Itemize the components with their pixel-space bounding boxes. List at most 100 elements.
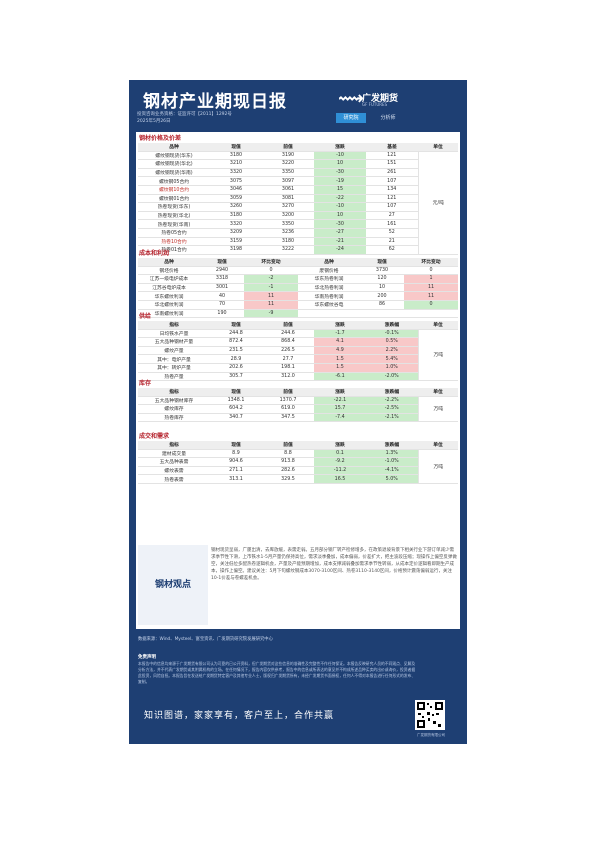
row-name: 华东热卷利润 — [298, 274, 360, 284]
change-value: -27 — [314, 228, 366, 238]
basis-value: 261 — [366, 168, 418, 178]
previous-value: 8.8 — [262, 449, 314, 459]
report-date: 2025年5月26日 — [137, 119, 171, 124]
content-panel: 钢材价格及价差 品种 现值 前值 涨跌 基差 单位 螺纹钢现货(华东) 3180 3190 -10… — [136, 132, 460, 629]
column-header: 品种 — [298, 258, 360, 267]
current-value: 3260 — [210, 202, 262, 212]
inventory-section: 库存 指标 现值 前值 涨跌 涨跌幅 单位 五大品种钢材库存 1348.1 1370.7 -22.… — [138, 379, 458, 423]
change-value: 1 — [404, 274, 458, 284]
current-value: 200 — [360, 291, 404, 301]
row-name: 日均铁水产量 — [138, 329, 210, 339]
row-name: 五大品种钢材产量 — [138, 337, 210, 347]
table-row: 江苏谷电炉成本 3001 -1 华北热卷利润 10 11 — [138, 283, 458, 293]
change-value: 4.9 — [314, 346, 366, 356]
row-name: 螺纹库存 — [138, 404, 210, 414]
current-value: 305.7 — [210, 372, 262, 382]
change-percent: -2.5% — [366, 404, 418, 414]
row-name: 钢坯价格 — [138, 266, 200, 276]
change-percent: -2.0% — [366, 372, 418, 382]
basis-value: 121 — [366, 194, 418, 204]
unit-cell: 万吨 — [417, 449, 458, 484]
row-name: 螺纹钢现货(华北) — [138, 159, 210, 169]
table-row: 其中：转炉产量 202.6 198.1 1.5 1.0% — [138, 363, 458, 373]
current-value: 3198 — [210, 245, 262, 255]
current-value: 1348.1 — [210, 396, 262, 406]
change-percent: 1.3% — [366, 449, 418, 459]
row-name: 华南螺纹利润 — [138, 309, 200, 319]
basis-value: 134 — [366, 185, 418, 195]
current-value: 202.6 — [210, 363, 262, 373]
column-header: 涨跌 — [314, 441, 366, 450]
row-name: 其中：转炉产量 — [138, 363, 210, 373]
table-row: 热卷05合约 3209 3236 -27 52 — [138, 228, 458, 238]
current-value: 3075 — [210, 176, 262, 186]
slogan: 知识图谱，家家享有，客户至上，合作共赢 — [144, 711, 335, 721]
table-row: 五大品种钢材库存 1348.1 1370.7 -22.1 -2.2% 万吨 — [138, 396, 458, 423]
column-header: 现值 — [210, 441, 262, 450]
table-row: 日均铁水产量 244.8 244.6 -1.7 -0.1% 万吨 — [138, 329, 458, 382]
table-row: 螺纹产量 231.5 226.5 4.9 2.2% — [138, 346, 458, 356]
change-value: -30 — [314, 219, 366, 229]
change-value: 15.7 — [314, 404, 366, 414]
change-percent: 1.0% — [366, 363, 418, 373]
change-value: -9 — [244, 309, 298, 319]
column-header: 指标 — [138, 388, 210, 397]
header-row: 指标 现值 前值 涨跌 涨跌幅 单位 — [138, 441, 458, 450]
change-value: -22 — [314, 194, 366, 204]
change-percent: 5.0% — [366, 474, 418, 484]
report-header: 钢材产业期现日报 投资咨询业务资格：证监许可【2011】1292号 2025年5… — [129, 80, 467, 128]
row-name: 热卷产量 — [138, 372, 210, 382]
change-value: 0.1 — [314, 449, 366, 459]
table-row: 螺纹钢现货(华南) 3320 3350 -30 261 — [138, 168, 458, 178]
table-row: 热卷现货(华东) 3260 3270 -10 107 — [138, 202, 458, 212]
column-header: 现值 — [200, 258, 244, 267]
table-row: 螺纹钢现货(华东) 3180 3190 -10 121 元/吨 — [138, 151, 458, 255]
change-value: 0 — [244, 266, 298, 276]
table-row: 华南螺纹利润 190 -9 — [138, 309, 458, 319]
previous-value: 3220 — [262, 159, 314, 169]
price-section: 钢材价格及价差 品种 现值 前值 涨跌 基差 单位 螺纹钢现货(华东) 3180 3190 -10… — [138, 134, 458, 255]
copyright: 广发期货有限公司 — [417, 733, 445, 737]
column-header: 现值 — [210, 321, 262, 330]
column-header: 涨跌 — [314, 321, 366, 330]
change-value: 10 — [314, 159, 366, 169]
previous-value: 3200 — [262, 211, 314, 221]
demand-heading: 成交和需求 — [139, 433, 170, 440]
previous-value: 3097 — [262, 176, 314, 186]
column-header: 前值 — [262, 388, 314, 397]
table-row: 热卷产量 305.7 312.0 -6.1 -2.0% — [138, 372, 458, 382]
previous-value: 312.0 — [262, 372, 314, 382]
unit-cell: 万吨 — [417, 396, 458, 423]
previous-value: 329.5 — [262, 474, 314, 484]
opinion-block: 钢材观点 钢材现货呈弱，广厦出清，去库放缓，表需走弱。五月部分钢厂转产检修增多，… — [138, 545, 458, 625]
current-value: 10 — [360, 283, 404, 293]
inventory-heading: 库存 — [139, 380, 152, 387]
change-value: 4.1 — [314, 337, 366, 347]
disclaimer-text: 本报告中的信息均来源于广发期货有限公司认为可靠的已公开资料，但广发期货对这些信息… — [138, 661, 416, 684]
table-row: 钢坯价格 2940 0 废钢价格 3730 0 — [138, 266, 458, 276]
previous-value: 619.0 — [262, 404, 314, 414]
row-name: 热卷01合约 — [138, 245, 210, 255]
qr-code-icon[interactable] — [415, 700, 445, 730]
row-name: 建材成交量 — [138, 449, 210, 459]
change-value: 11 — [244, 291, 298, 301]
unit-cell: 元/吨 — [417, 151, 458, 255]
change-value — [404, 309, 458, 319]
change-value: 10 — [314, 211, 366, 221]
previous-value: 868.4 — [262, 337, 314, 347]
column-header: 单位 — [418, 441, 458, 450]
current-value: 3318 — [200, 274, 244, 284]
current-value: 3180 — [210, 211, 262, 221]
logo-en: GF FUTURES — [362, 102, 388, 107]
column-header: 涨跌幅 — [366, 321, 418, 330]
column-header: 前值 — [262, 143, 314, 152]
current-value: 3180 — [210, 151, 262, 161]
column-header: 涨跌 — [314, 143, 366, 152]
change-value: -21 — [314, 237, 366, 247]
column-header: 现值 — [210, 388, 262, 397]
demand-section: 成交和需求 指标 现值 前值 涨跌 涨跌幅 单位 建材成交量 8.9 8.8 0.1 1.3% 万吨五… — [138, 432, 458, 484]
unit-cell: 万吨 — [417, 329, 458, 382]
row-name: 江苏谷电炉成本 — [138, 283, 200, 293]
column-header: 单位 — [418, 143, 458, 152]
current-value: 120 — [360, 274, 404, 284]
